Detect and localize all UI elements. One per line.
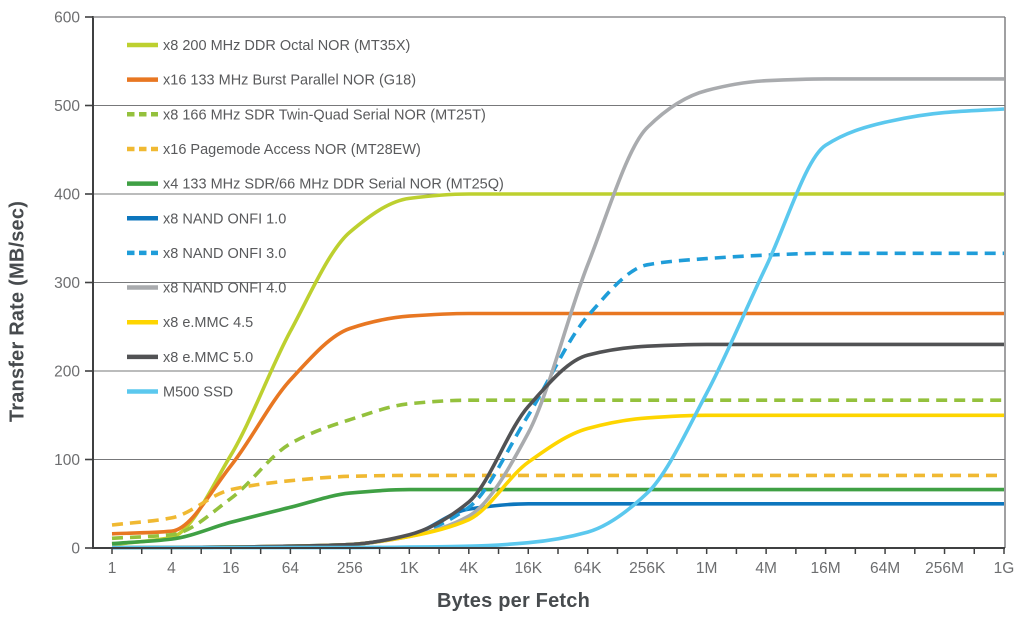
x-tick-label: 256 [337,560,363,577]
y-tick-label: 300 [54,275,80,292]
legend-label-3: x16 Pagemode Access NOR (MT28EW) [163,142,421,158]
legend-label-4: x4 133 MHz SDR/66 MHz DDR Serial NOR (MT… [163,177,504,193]
series-line-4 [111,487,1004,546]
series-line-8 [111,413,1004,550]
legend-label-8: x8 e.MMC 4.5 [163,315,253,331]
series-line-5 [111,501,1004,550]
x-tick-label: 4 [167,560,176,577]
y-tick-label: 400 [54,187,80,204]
x-tick-label: 256M [925,560,964,577]
y-tick-label: 0 [71,541,80,558]
x-tick-label: 1 [108,560,117,577]
x-tick-label: 1K [400,560,420,577]
series-line-0 [111,192,1004,547]
x-tick-label: 64 [282,560,300,577]
x-tick-label: 1M [696,560,718,577]
x-tick-label: 64M [870,560,900,577]
legend-label-0: x8 200 MHz DDR Octal NOR (MT35X) [163,38,410,54]
y-tick-label: 500 [54,98,80,115]
y-tick-label: 600 [54,10,80,27]
legend-label-7: x8 NAND ONFI 4.0 [163,281,286,297]
legend-label-6: x8 NAND ONFI 3.0 [163,246,286,262]
legend-label-2: x8 166 MHz SDR Twin-Quad Serial NOR (MT2… [163,107,486,123]
y-axis-title: Transfer Rate (MB/sec) [6,200,29,423]
series-line-3 [111,473,1004,527]
legend-label-9: x8 e.MMC 5.0 [163,350,253,366]
y-tick-label: 100 [54,452,80,469]
legend-label-10: M500 SSD [163,385,233,401]
x-tick-label: 16 [222,560,239,577]
x-tick-label: 4K [459,560,479,577]
x-tick-label: 16M [811,560,841,577]
x-tick-label: 64K [574,560,602,577]
legend-label-5: x8 NAND ONFI 1.0 [163,211,286,227]
x-axis-title: Bytes per Fetch [436,590,591,612]
legend-label-1: x16 133 MHz Burst Parallel NOR (G18) [163,73,416,89]
x-tick-label: 1G [994,560,1015,577]
x-tick-label: 256K [629,560,666,577]
x-tick-label: 16K [514,560,542,577]
x-tick-label: 4M [755,560,777,577]
series-line-1 [111,311,1004,536]
y-tick-label: 200 [54,364,80,381]
